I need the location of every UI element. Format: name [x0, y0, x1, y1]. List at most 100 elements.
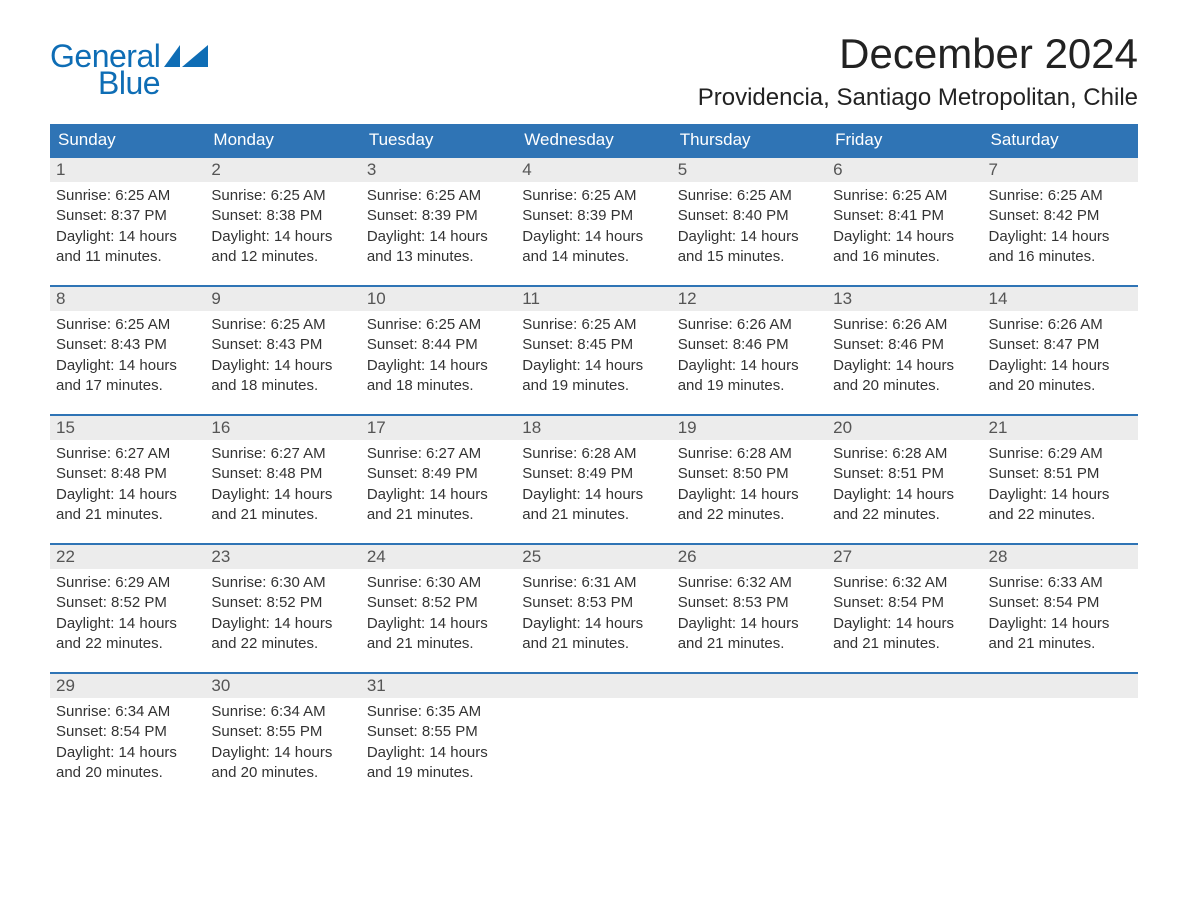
day-cell: 6Sunrise: 6:25 AMSunset: 8:41 PMDaylight… [827, 158, 982, 271]
day-number: 16 [205, 416, 360, 440]
day-info-line: Sunrise: 6:26 AM [989, 315, 1132, 335]
month-title: December 2024 [698, 30, 1138, 78]
day-body: Sunrise: 6:35 AMSunset: 8:55 PMDaylight:… [361, 698, 516, 787]
day-body: Sunrise: 6:27 AMSunset: 8:48 PMDaylight:… [50, 440, 205, 529]
day-info-line: Sunrise: 6:28 AM [833, 444, 976, 464]
day-number [827, 674, 982, 698]
day-cell: 4Sunrise: 6:25 AMSunset: 8:39 PMDaylight… [516, 158, 671, 271]
day-number: 13 [827, 287, 982, 311]
day-body: Sunrise: 6:34 AMSunset: 8:54 PMDaylight:… [50, 698, 205, 787]
day-info-line: Sunset: 8:51 PM [833, 464, 976, 484]
week-row: 15Sunrise: 6:27 AMSunset: 8:48 PMDayligh… [50, 414, 1138, 529]
day-cell: 27Sunrise: 6:32 AMSunset: 8:54 PMDayligh… [827, 545, 982, 658]
day-number: 22 [50, 545, 205, 569]
day-info-line: Sunrise: 6:25 AM [56, 186, 199, 206]
day-info-line: and 21 minutes. [367, 505, 510, 525]
day-info-line: and 12 minutes. [211, 247, 354, 267]
day-info-line: and 21 minutes. [211, 505, 354, 525]
day-cell: 28Sunrise: 6:33 AMSunset: 8:54 PMDayligh… [983, 545, 1138, 658]
day-info-line: and 14 minutes. [522, 247, 665, 267]
day-info-line: Sunrise: 6:28 AM [678, 444, 821, 464]
day-info-line: Daylight: 14 hours [367, 356, 510, 376]
day-info-line: Sunset: 8:41 PM [833, 206, 976, 226]
day-info-line: and 13 minutes. [367, 247, 510, 267]
day-info-line: Sunrise: 6:26 AM [833, 315, 976, 335]
day-info-line: Sunset: 8:50 PM [678, 464, 821, 484]
day-info-line: Sunrise: 6:25 AM [211, 315, 354, 335]
day-number: 1 [50, 158, 205, 182]
day-cell: 25Sunrise: 6:31 AMSunset: 8:53 PMDayligh… [516, 545, 671, 658]
day-number: 15 [50, 416, 205, 440]
day-number: 25 [516, 545, 671, 569]
day-info-line: Sunset: 8:53 PM [522, 593, 665, 613]
day-cell: 16Sunrise: 6:27 AMSunset: 8:48 PMDayligh… [205, 416, 360, 529]
day-info-line: and 19 minutes. [678, 376, 821, 396]
day-info-line: Daylight: 14 hours [522, 356, 665, 376]
day-number: 26 [672, 545, 827, 569]
day-info-line: Sunrise: 6:34 AM [211, 702, 354, 722]
day-info-line: Sunrise: 6:27 AM [211, 444, 354, 464]
day-header-row: SundayMondayTuesdayWednesdayThursdayFrid… [50, 124, 1138, 156]
day-info-line: Sunset: 8:52 PM [211, 593, 354, 613]
day-cell: 23Sunrise: 6:30 AMSunset: 8:52 PMDayligh… [205, 545, 360, 658]
day-cell: 2Sunrise: 6:25 AMSunset: 8:38 PMDaylight… [205, 158, 360, 271]
day-info-line: and 22 minutes. [833, 505, 976, 525]
day-info-line: and 21 minutes. [522, 634, 665, 654]
day-info-line: and 18 minutes. [367, 376, 510, 396]
day-info-line: Daylight: 14 hours [211, 614, 354, 634]
day-cell: 8Sunrise: 6:25 AMSunset: 8:43 PMDaylight… [50, 287, 205, 400]
day-info-line: and 15 minutes. [678, 247, 821, 267]
day-info-line: and 22 minutes. [211, 634, 354, 654]
day-info-line: Sunset: 8:37 PM [56, 206, 199, 226]
day-info-line: Sunset: 8:55 PM [211, 722, 354, 742]
day-cell: 15Sunrise: 6:27 AMSunset: 8:48 PMDayligh… [50, 416, 205, 529]
day-body: Sunrise: 6:29 AMSunset: 8:52 PMDaylight:… [50, 569, 205, 658]
day-info-line: Sunrise: 6:25 AM [211, 186, 354, 206]
day-info-line: Sunset: 8:54 PM [56, 722, 199, 742]
day-info-line: Sunset: 8:46 PM [833, 335, 976, 355]
day-number [516, 674, 671, 698]
day-body: Sunrise: 6:25 AMSunset: 8:45 PMDaylight:… [516, 311, 671, 400]
day-cell: 14Sunrise: 6:26 AMSunset: 8:47 PMDayligh… [983, 287, 1138, 400]
day-info-line: Daylight: 14 hours [522, 485, 665, 505]
week-row: 8Sunrise: 6:25 AMSunset: 8:43 PMDaylight… [50, 285, 1138, 400]
day-body: Sunrise: 6:27 AMSunset: 8:48 PMDaylight:… [205, 440, 360, 529]
day-body: Sunrise: 6:33 AMSunset: 8:54 PMDaylight:… [983, 569, 1138, 658]
day-info-line: Daylight: 14 hours [678, 356, 821, 376]
day-body: Sunrise: 6:34 AMSunset: 8:55 PMDaylight:… [205, 698, 360, 787]
day-cell: 26Sunrise: 6:32 AMSunset: 8:53 PMDayligh… [672, 545, 827, 658]
day-number: 19 [672, 416, 827, 440]
day-info-line: Sunrise: 6:35 AM [367, 702, 510, 722]
day-info-line: Sunset: 8:45 PM [522, 335, 665, 355]
day-info-line: Sunset: 8:48 PM [211, 464, 354, 484]
day-info-line: Sunset: 8:49 PM [522, 464, 665, 484]
day-body: Sunrise: 6:25 AMSunset: 8:41 PMDaylight:… [827, 182, 982, 271]
day-info-line: Daylight: 14 hours [522, 227, 665, 247]
day-cell: 3Sunrise: 6:25 AMSunset: 8:39 PMDaylight… [361, 158, 516, 271]
day-info-line: Sunset: 8:52 PM [56, 593, 199, 613]
day-info-line: Sunset: 8:39 PM [522, 206, 665, 226]
day-info-line: and 17 minutes. [56, 376, 199, 396]
day-header: Sunday [50, 124, 205, 156]
day-info-line: Sunrise: 6:32 AM [678, 573, 821, 593]
day-number: 5 [672, 158, 827, 182]
week-row: 1Sunrise: 6:25 AMSunset: 8:37 PMDaylight… [50, 156, 1138, 271]
day-cell [516, 674, 671, 787]
day-info-line: and 19 minutes. [367, 763, 510, 783]
day-info-line: Sunrise: 6:25 AM [367, 315, 510, 335]
calendar: SundayMondayTuesdayWednesdayThursdayFrid… [50, 124, 1138, 787]
day-info-line: Daylight: 14 hours [678, 485, 821, 505]
day-body: Sunrise: 6:25 AMSunset: 8:38 PMDaylight:… [205, 182, 360, 271]
day-cell: 18Sunrise: 6:28 AMSunset: 8:49 PMDayligh… [516, 416, 671, 529]
day-info-line: and 22 minutes. [678, 505, 821, 525]
day-number: 7 [983, 158, 1138, 182]
day-info-line: Daylight: 14 hours [678, 227, 821, 247]
day-info-line: Sunrise: 6:25 AM [522, 315, 665, 335]
day-info-line: Sunset: 8:44 PM [367, 335, 510, 355]
day-number: 6 [827, 158, 982, 182]
day-info-line: Sunset: 8:54 PM [989, 593, 1132, 613]
day-cell [983, 674, 1138, 787]
day-cell: 24Sunrise: 6:30 AMSunset: 8:52 PMDayligh… [361, 545, 516, 658]
day-info-line: Sunrise: 6:33 AM [989, 573, 1132, 593]
day-header: Tuesday [361, 124, 516, 156]
